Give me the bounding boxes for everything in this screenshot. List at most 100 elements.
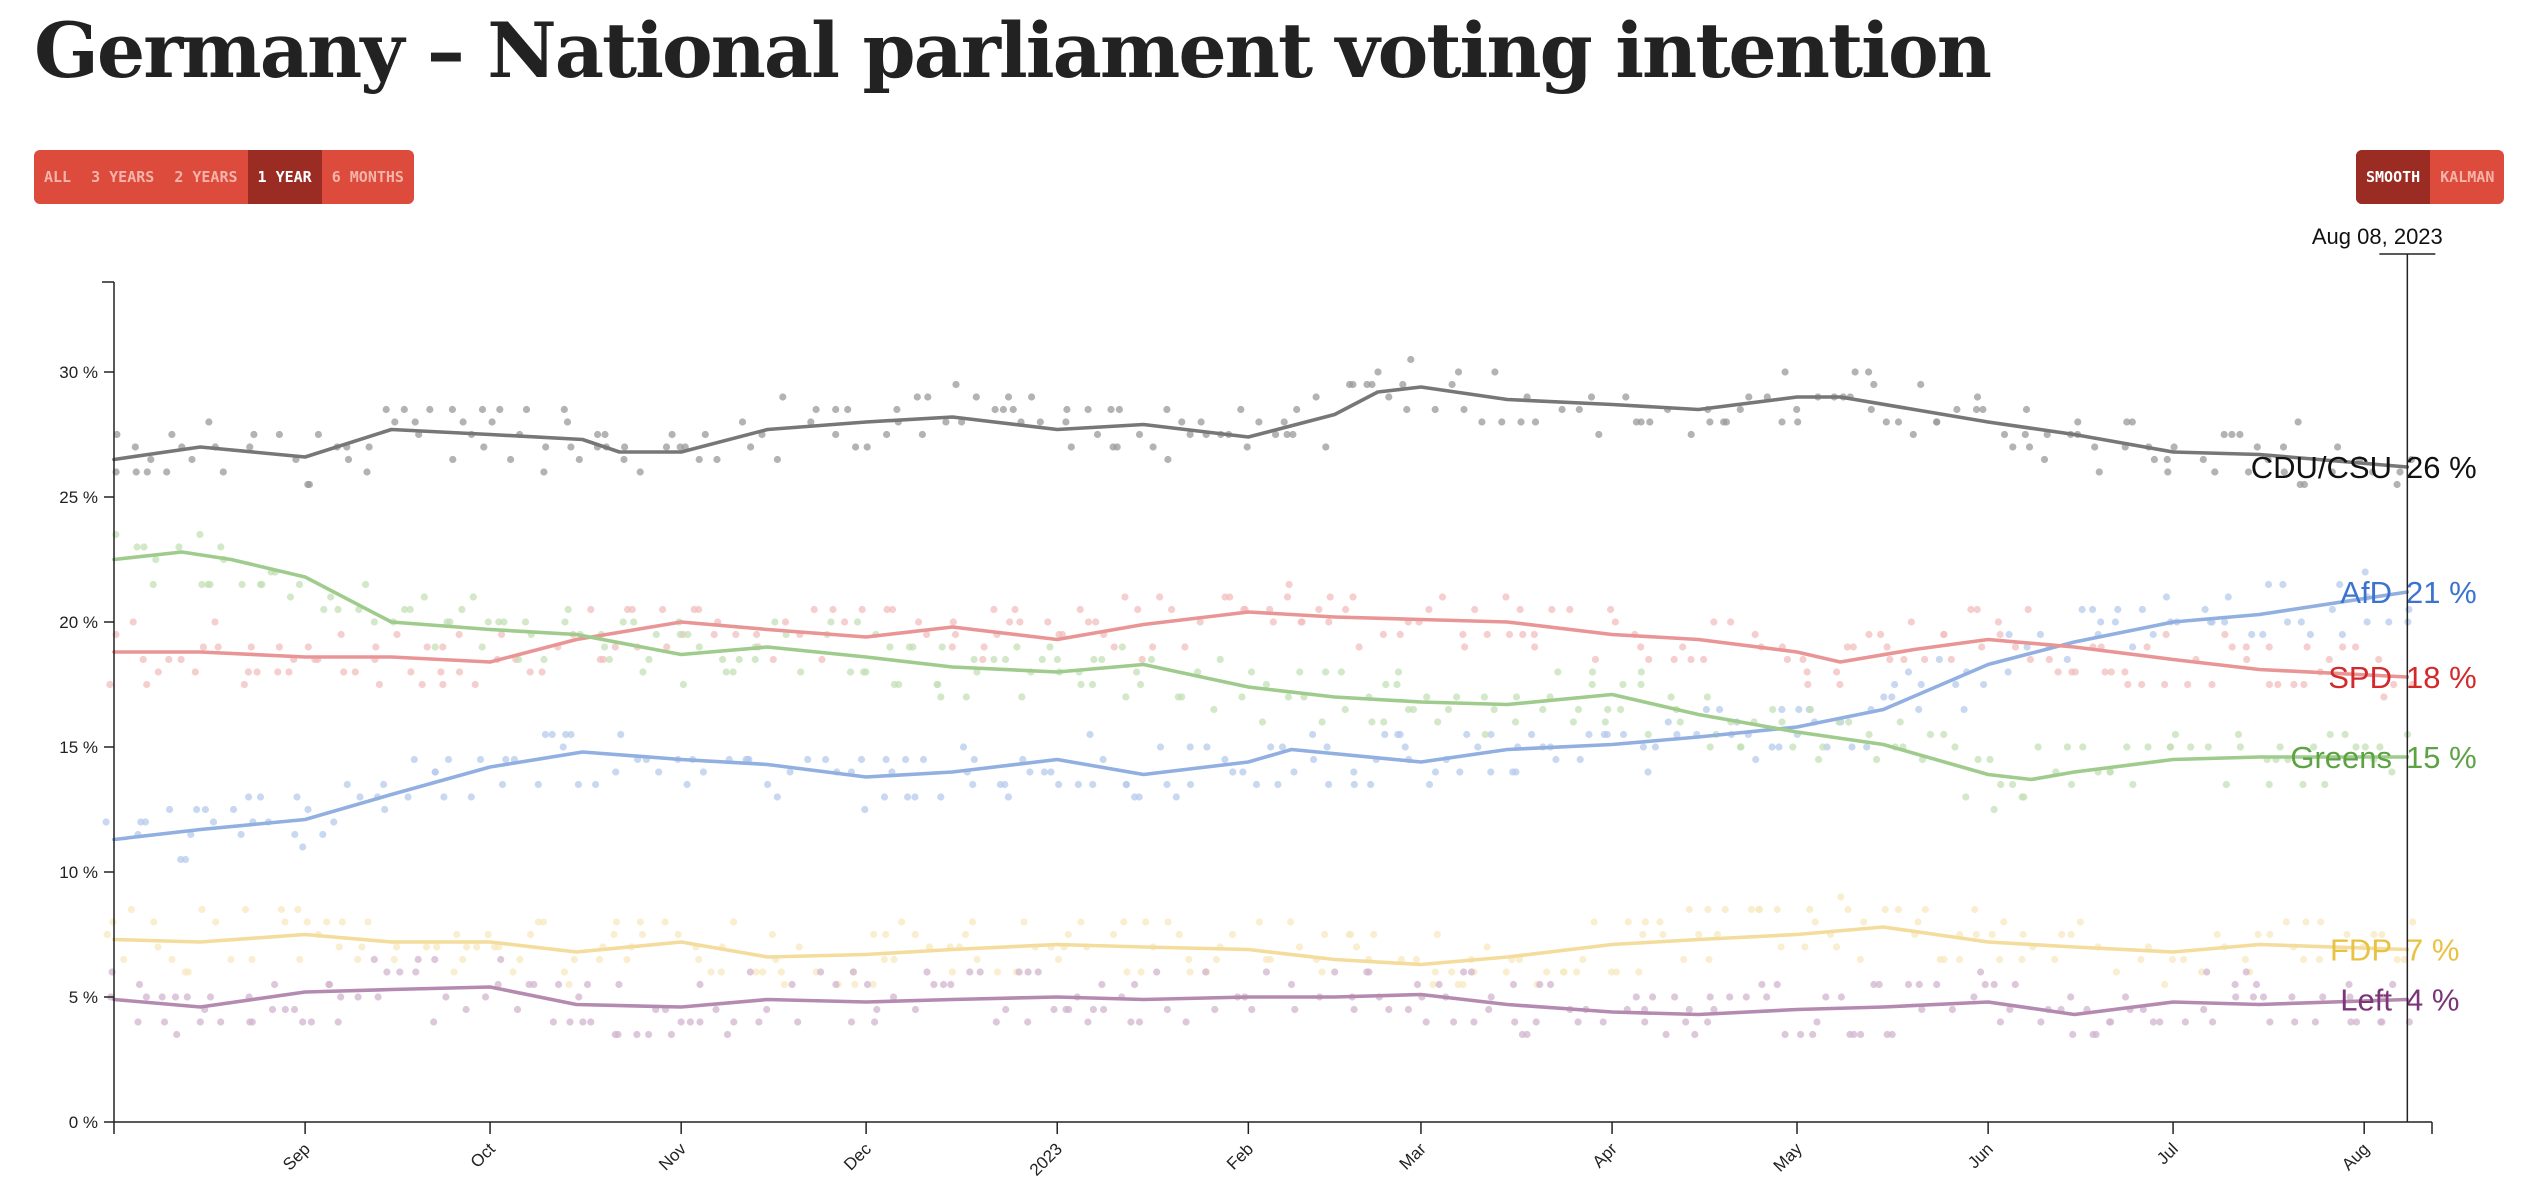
poll-point-afd (1980, 680, 1988, 689)
poll-point-fdp (103, 930, 111, 939)
poll-point-afd (2036, 630, 2044, 639)
x-tick-label: Oct (467, 1139, 499, 1171)
method-button-smooth[interactable]: SMOOTH (2356, 150, 2431, 204)
poll-point-fdp (422, 943, 431, 951)
poll-point-left (307, 1018, 315, 1026)
range-button-3-years[interactable]: 3 YEARS (91, 168, 155, 186)
poll-point-cdu-csu (738, 418, 747, 426)
poll-point-left (1511, 1018, 1519, 1026)
poll-point-left (1726, 993, 1734, 1001)
poll-point-fdp (1881, 905, 1889, 914)
y-tick-label: 20 % (59, 613, 98, 632)
poll-point-afd (1122, 780, 1130, 789)
method-button-kalman[interactable]: KALMAN (2440, 168, 2495, 186)
poll-point-fdp (335, 943, 343, 951)
poll-point-fdp (1971, 905, 1979, 914)
poll-point-left (2389, 980, 2397, 989)
poll-point-cdu-csu (1280, 418, 1288, 426)
poll-point-afd (2336, 580, 2344, 589)
poll-point-greens (2171, 730, 2179, 739)
poll-point-greens (846, 668, 855, 676)
range-button-1-year[interactable]: 1 YEAR (247, 150, 322, 204)
poll-point-greens (1147, 655, 1156, 664)
poll-point-greens (175, 543, 183, 551)
poll-point-spd (1877, 630, 1885, 639)
poll-point-greens (679, 680, 688, 689)
poll-point-left (1413, 980, 1422, 989)
poll-point-greens (362, 580, 370, 589)
poll-point-spd (2024, 605, 2032, 614)
poll-point-spd (628, 605, 636, 614)
poll-point-fdp (2393, 955, 2401, 964)
poll-point-afd (1267, 743, 1275, 751)
poll-point-fdp (1837, 893, 1845, 901)
poll-point-left (248, 1018, 256, 1026)
poll-point-afd (2023, 643, 2031, 651)
poll-point-left (2311, 1018, 2319, 1026)
poll-point-spd (165, 655, 173, 664)
poll-point-cdu-csu (1478, 418, 1486, 426)
poll-point-fdp (459, 955, 467, 964)
poll-point-cdu-csu (480, 443, 488, 451)
poll-point-left (1888, 1030, 1896, 1039)
poll-point-cdu-csu (2220, 430, 2228, 439)
poll-point-greens (406, 605, 414, 614)
poll-point-afd (699, 768, 708, 776)
poll-point-afd (1512, 768, 1520, 776)
poll-point-cdu-csu (832, 430, 840, 439)
poll-point-greens (1247, 668, 1256, 676)
poll-point-afd (574, 780, 583, 789)
poll-point-spd (1727, 618, 1735, 626)
poll-point-spd (455, 668, 464, 676)
poll-point-spd (1379, 630, 1387, 639)
poll-point-afd (444, 755, 453, 764)
poll-point-spd (1505, 630, 1514, 639)
poll-point-afd (2129, 643, 2137, 651)
poll-point-fdp (1142, 918, 1150, 926)
poll-point-fdp (1077, 918, 1085, 926)
range-button-6-months[interactable]: 6 MONTHS (331, 168, 404, 186)
poll-point-cdu-csu (2199, 455, 2207, 464)
poll-point-cdu-csu (807, 418, 815, 426)
poll-point-left (615, 980, 623, 989)
poll-point-fdp (661, 918, 669, 926)
poll-point-spd (375, 680, 383, 689)
poll-point-cdu-csu (1163, 405, 1171, 414)
poll-point-cdu-csu (522, 405, 531, 414)
poll-point-afd (2363, 618, 2371, 626)
poll-point-greens (2265, 780, 2273, 789)
poll-point-greens (2063, 743, 2071, 751)
poll-point-cdu-csu (246, 443, 254, 451)
poll-point-cdu-csu (488, 418, 496, 426)
poll-point-cdu-csu (1781, 368, 1789, 376)
poll-point-left (712, 1005, 720, 1014)
poll-point-fdp (1972, 930, 1980, 939)
poll-point-fdp (109, 918, 117, 926)
poll-point-spd (2242, 643, 2250, 651)
poll-point-fdp (777, 968, 785, 976)
poll-point-cdu-csu (2407, 455, 2415, 464)
poll-point-spd (1181, 643, 1189, 651)
range-button-all[interactable]: ALL (44, 168, 72, 186)
range-button-2-years[interactable]: 2 YEARS (174, 168, 238, 186)
poll-point-afd (1274, 780, 1282, 789)
poll-point-left (1089, 1005, 1097, 1014)
poll-point-greens (2234, 730, 2243, 739)
poll-point-greens (1951, 743, 1959, 751)
poll-point-fdp (968, 918, 977, 926)
poll-point-spd (1833, 668, 1841, 676)
poll-point-greens (990, 655, 998, 664)
poll-point-greens (1434, 718, 1442, 726)
poll-point-cdu-csu (478, 405, 487, 414)
poll-point-afd (2004, 668, 2012, 676)
poll-point-afd (502, 755, 510, 764)
poll-point-cdu-csu (132, 468, 140, 476)
poll-point-afd (2297, 618, 2305, 626)
poll-point-afd (193, 805, 201, 814)
poll-point-left (1981, 980, 1989, 989)
poll-point-cdu-csu (1107, 405, 1115, 414)
poll-point-left (325, 980, 334, 989)
poll-point-spd (979, 655, 987, 664)
poll-point-fdp (1894, 905, 1902, 914)
poll-point-fdp (1345, 930, 1353, 939)
